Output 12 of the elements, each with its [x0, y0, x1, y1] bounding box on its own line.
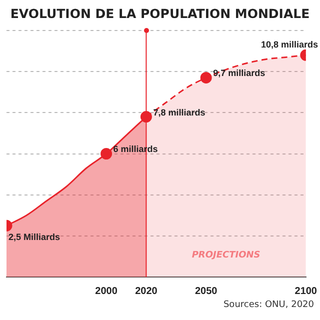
x-tick-label: 2050	[194, 286, 218, 297]
point	[200, 72, 212, 84]
x-tick-label: 2020	[135, 286, 158, 297]
source-note: Sources: ONU, 2020	[222, 300, 314, 310]
annotation: PROJECTIONS	[192, 250, 260, 260]
x-tick-label: 2000	[95, 286, 118, 297]
data-label: 7,8 milliards	[153, 107, 206, 118]
x-tick-label: 2100	[294, 286, 318, 297]
data-label: 2,5 Milliards	[8, 232, 60, 242]
data-label: 10,8 milliards	[260, 40, 318, 50]
chart-title: EVOLUTION DE LA POPULATION MONDIALE	[9, 5, 311, 23]
data-label: 9,7 milliards	[213, 68, 266, 78]
